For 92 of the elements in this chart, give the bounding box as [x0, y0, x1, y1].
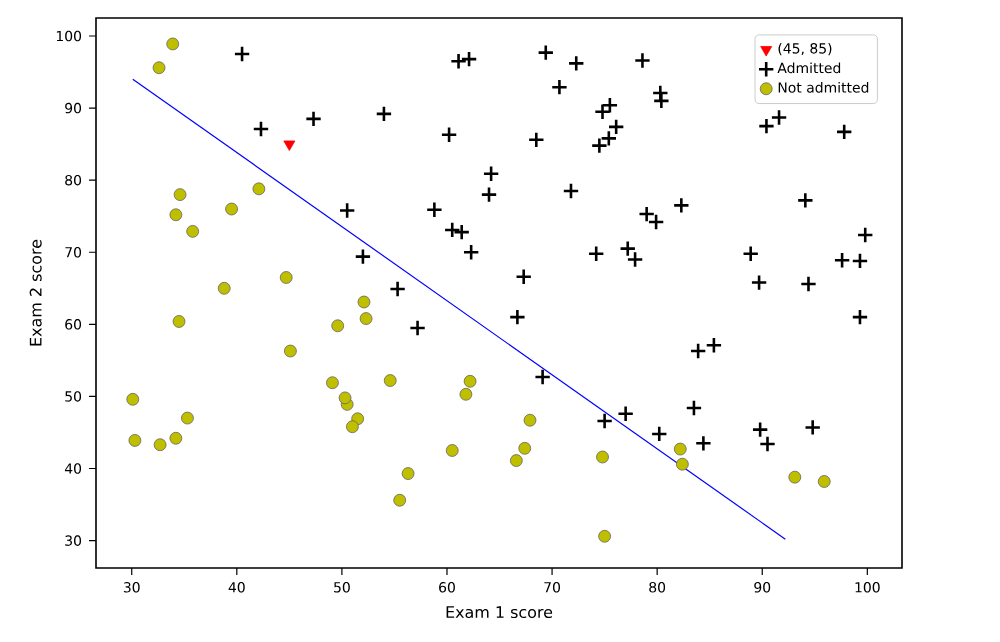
- point: [689, 342, 707, 360]
- point: [742, 245, 760, 263]
- point: [480, 186, 498, 204]
- point: [617, 405, 635, 423]
- point: [359, 312, 373, 325]
- point: [482, 165, 500, 183]
- point: [804, 418, 822, 436]
- point: [788, 470, 802, 484]
- point: [252, 182, 266, 196]
- point: [152, 61, 166, 75]
- point: [800, 275, 817, 293]
- point: [851, 252, 869, 270]
- point: [233, 45, 251, 63]
- point: [518, 441, 532, 455]
- point: [445, 444, 459, 457]
- point: [217, 281, 231, 295]
- point: [509, 454, 523, 467]
- point: [462, 243, 480, 261]
- point: [567, 54, 585, 72]
- point: [685, 399, 703, 417]
- point: [326, 376, 339, 390]
- point: [796, 191, 814, 209]
- point: [375, 105, 393, 123]
- point: [508, 308, 526, 326]
- point: [856, 226, 874, 244]
- point: [550, 78, 568, 96]
- point: [409, 319, 427, 337]
- point: [331, 319, 345, 333]
- point: [651, 84, 669, 102]
- point: [459, 387, 473, 401]
- point: [607, 118, 625, 136]
- point: [527, 131, 545, 149]
- point: [672, 196, 690, 214]
- point: [596, 412, 614, 430]
- point: [284, 344, 297, 358]
- point: [460, 50, 478, 68]
- point: [770, 109, 788, 126]
- point: [673, 442, 687, 456]
- point: [383, 374, 397, 387]
- point: [357, 295, 371, 309]
- point: [128, 434, 142, 447]
- point: [515, 268, 533, 286]
- point: [279, 271, 293, 284]
- point: [750, 274, 768, 292]
- point: [587, 245, 605, 263]
- point: [393, 493, 407, 507]
- point: [534, 368, 552, 386]
- point: [425, 201, 443, 219]
- point: [401, 467, 415, 480]
- point: [181, 411, 194, 425]
- point: [757, 117, 775, 135]
- point: [186, 224, 200, 238]
- point: [562, 182, 580, 200]
- point: [126, 392, 140, 406]
- point: [537, 44, 555, 62]
- point: [650, 425, 668, 443]
- point: [346, 420, 359, 434]
- point: [590, 137, 608, 155]
- point: [600, 129, 618, 147]
- point: [676, 457, 689, 471]
- point: [440, 126, 458, 144]
- point: [594, 103, 611, 121]
- point: [633, 52, 651, 69]
- point: [389, 280, 407, 298]
- point: [252, 120, 270, 138]
- point: [817, 475, 831, 488]
- point: [169, 208, 183, 222]
- point: [172, 315, 186, 328]
- point: [225, 202, 238, 216]
- point: [166, 37, 180, 51]
- point: [851, 308, 869, 326]
- point: [652, 92, 670, 110]
- point: [705, 336, 723, 354]
- point: [523, 413, 537, 427]
- point: [596, 450, 609, 464]
- point: [173, 188, 187, 201]
- point: [759, 435, 776, 453]
- point: [338, 391, 352, 405]
- point: [305, 110, 322, 128]
- point: [338, 201, 356, 219]
- point: [751, 421, 769, 439]
- point: [169, 431, 183, 445]
- point: [463, 374, 477, 388]
- point: [598, 529, 611, 543]
- point: [601, 96, 619, 114]
- point: [835, 123, 853, 141]
- point: [354, 248, 372, 266]
- point: [694, 434, 712, 452]
- point: [450, 52, 468, 70]
- point: [833, 251, 851, 269]
- point: [283, 140, 296, 151]
- point: [153, 438, 167, 452]
